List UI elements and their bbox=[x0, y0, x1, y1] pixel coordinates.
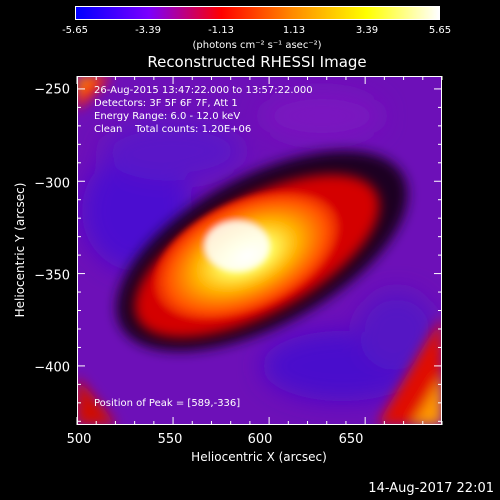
colorbar-tick: -5.65 bbox=[62, 25, 88, 36]
colorbar-tick: 5.65 bbox=[428, 25, 452, 36]
annotation-detectors: Detectors: 3F 5F 6F 7F, Att 1 bbox=[94, 98, 238, 109]
corner-artifact-bottom-right bbox=[377, 316, 442, 425]
x-tick-label: 600 bbox=[247, 432, 273, 447]
annotation-peak: Position of Peak = [589,-336] bbox=[94, 398, 241, 409]
source-core bbox=[153, 190, 341, 322]
colorbar-tick: -1.13 bbox=[208, 25, 234, 36]
y-axis-label: Heliocentric Y (arcsec) bbox=[13, 182, 27, 318]
colorbar-tick: 1.13 bbox=[282, 25, 306, 36]
annotation-time: 26-Aug-2015 13:47:22.000 to 13:57:22.000 bbox=[94, 85, 313, 96]
x-axis-label: Heliocentric X (arcsec) bbox=[191, 450, 327, 464]
corner-artifact-top-left bbox=[77, 76, 112, 111]
x-tick-label: 500 bbox=[66, 432, 92, 447]
x-tick-label: 550 bbox=[157, 432, 183, 447]
y-tick-label: −250 bbox=[34, 82, 70, 98]
plot-axes bbox=[77, 76, 442, 425]
colorbar-unit: (photons cm⁻² s⁻¹ asec⁻²) bbox=[192, 40, 322, 51]
colorbar-tick: 3.39 bbox=[355, 25, 379, 36]
annotation-energy: Energy Range: 6.0 - 12.0 keV bbox=[94, 111, 241, 122]
chart-title: Reconstructed RHESSI Image bbox=[147, 53, 367, 71]
y-tick-label: −400 bbox=[34, 360, 70, 376]
y-tick-label: −350 bbox=[34, 268, 70, 284]
colorbar-tick: -3.39 bbox=[135, 25, 161, 36]
corner-artifact-bottom-left bbox=[77, 376, 117, 425]
heatmap-image bbox=[77, 76, 442, 425]
y-tick-label: −300 bbox=[34, 176, 70, 192]
plot-timestamp: 14-Aug-2017 22:01 bbox=[368, 481, 494, 496]
annotation-clean: Clean Total counts: 1.20E+06 bbox=[94, 124, 252, 135]
colorbar bbox=[75, 6, 440, 20]
x-tick-label: 650 bbox=[338, 432, 364, 447]
heatmap-svg bbox=[77, 76, 442, 425]
